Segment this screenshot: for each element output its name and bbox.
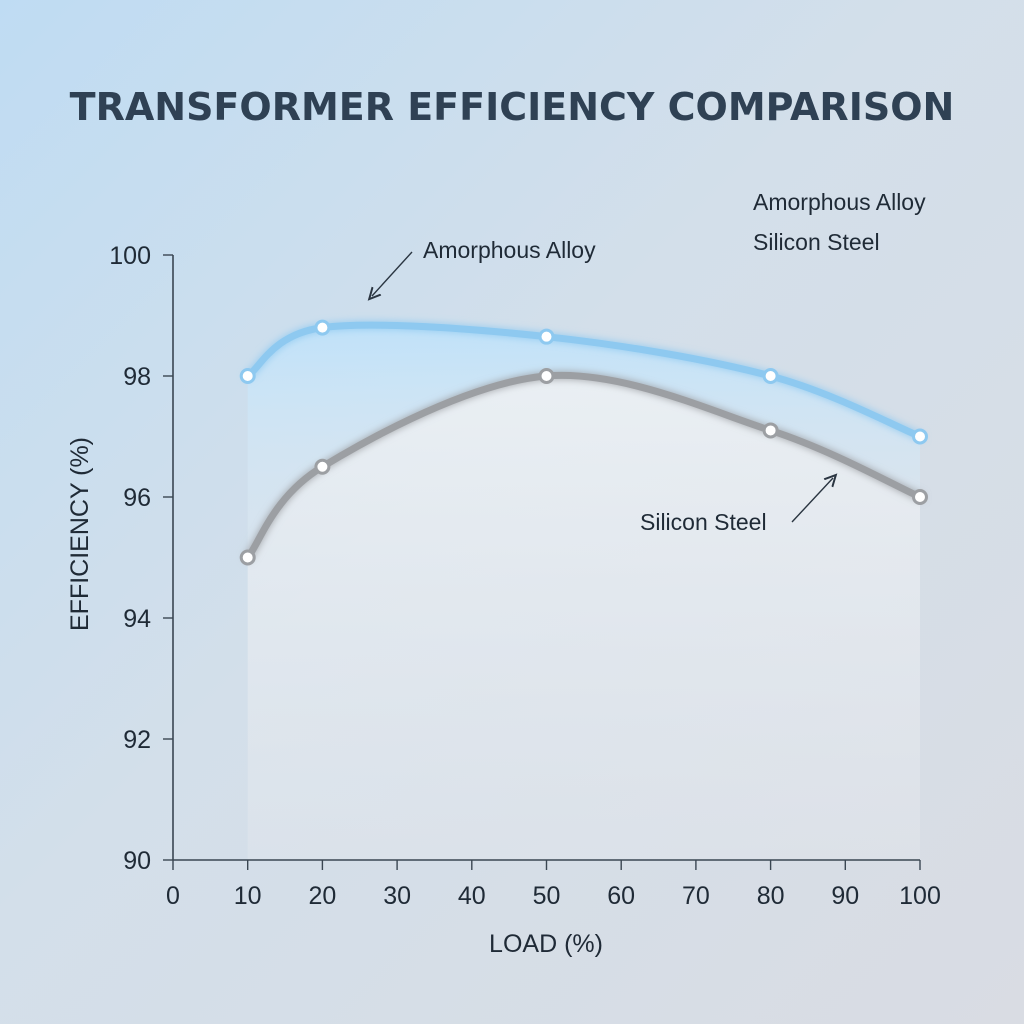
annotation-arrow-amorphous — [372, 251, 413, 296]
y-tick-label: 90 — [123, 847, 151, 875]
silicon-steel-point — [538, 368, 555, 384]
x-tick-label: 80 — [757, 882, 785, 910]
amorphous-alloy-point — [239, 368, 256, 384]
y-tick-label: 96 — [123, 484, 151, 512]
x-axis-label: LOAD (%) — [489, 930, 603, 958]
x-tick-label: 30 — [383, 882, 411, 910]
silicon-steel-point — [239, 549, 256, 566]
annotation-arrow-silicon — [791, 478, 833, 523]
legend: Amorphous Alloy Silicon Steel — [699, 189, 926, 255]
x-tick-label: 50 — [533, 882, 561, 910]
x-tick-label: 0 — [166, 882, 180, 910]
annotation-silicon: Silicon Steel — [640, 478, 833, 535]
silicon-steel-area — [247, 375, 920, 860]
x-tick-label: 70 — [682, 882, 710, 910]
annotation-amorphous: Amorphous Alloy — [372, 237, 596, 296]
x-tick-label: 10 — [234, 882, 262, 910]
amorphous-alloy-point — [912, 428, 928, 445]
annotation-label-amorphous: Amorphous Alloy — [423, 237, 596, 263]
y-tick-label: 98 — [123, 363, 151, 391]
y-tick-label: 92 — [123, 726, 151, 754]
silicon-steel-point — [912, 489, 928, 505]
x-tick-label: 20 — [308, 882, 336, 910]
silicon-steel-point — [314, 458, 331, 475]
y-tick-label: 94 — [123, 605, 151, 633]
legend-label-silicon: Silicon Steel — [753, 229, 880, 255]
x-tick-label: 100 — [899, 882, 941, 910]
axes: 0 10 20 30 40 50 60 70 80 90 100 90 92 94 96 98 100 — [109, 242, 941, 910]
chart-title: TRANSFORMER EFFICIENCY COMPARISON — [70, 85, 955, 129]
amorphous-alloy-point — [762, 368, 779, 384]
x-tick-label: 90 — [831, 882, 859, 910]
amorphous-alloy-point — [314, 319, 331, 336]
series-layer — [239, 319, 928, 566]
x-tick-label: 60 — [607, 882, 635, 910]
y-tick-label: 100 — [109, 242, 151, 270]
area-fill-layer — [247, 325, 920, 860]
legend-label-amorphous: Amorphous Alloy — [753, 189, 926, 215]
y-axis-label: EFFICIENCY (%) — [66, 437, 94, 631]
silicon-steel-point — [762, 422, 779, 439]
amorphous-alloy-area — [247, 325, 920, 558]
amorphous-alloy-point — [538, 328, 555, 345]
x-tick-label: 40 — [458, 882, 486, 910]
annotation-label-silicon: Silicon Steel — [640, 509, 767, 535]
